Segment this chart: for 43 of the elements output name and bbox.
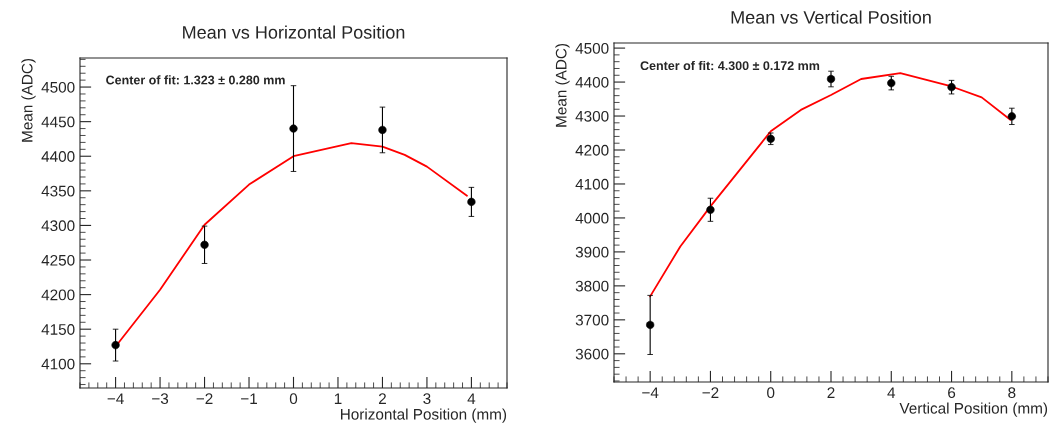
y-tick-label: 4500 [41, 81, 75, 93]
y-tick-label: 3800 [575, 280, 609, 292]
y-tick-label: 4400 [41, 151, 75, 162]
y-tick-label: 4100 [41, 358, 75, 370]
y-tick-label: 4450 [41, 116, 75, 128]
x-tick-label: −2 [196, 393, 213, 404]
y-tick-label: 3900 [575, 246, 609, 258]
annotation: Center of fit: 4.300 ± 0.172 mm [640, 60, 820, 71]
y-tick-label: 4150 [41, 324, 75, 335]
x-tick-label: −4 [642, 387, 659, 398]
chart-title: Mean vs Horizontal Position [183, 25, 405, 39]
x-tick-label: 3 [423, 393, 431, 405]
chart-title: Mean vs Vertical Position [731, 10, 931, 24]
x-axis-title: Vertical Position (mm) [899, 402, 1048, 417]
annotation: Center of fit: 1.323 ± 0.280 mm [106, 75, 285, 85]
y-tick-label: 4200 [41, 289, 75, 301]
y-axis-title: Mean (ADC) [21, 58, 36, 142]
x-tick-label: 2 [378, 393, 386, 404]
x-tick-label: 6 [948, 387, 956, 399]
x-tick-label: 4 [467, 393, 476, 404]
x-tick-label: −2 [702, 387, 719, 398]
y-tick-label: 3600 [575, 348, 609, 360]
x-tick-label: −1 [241, 393, 257, 404]
x-tick-label: 4 [887, 387, 896, 398]
x-tick-label: −3 [152, 393, 169, 405]
y-tick-label: 4350 [41, 185, 75, 197]
y-axis-title: Mean (ADC) [555, 43, 570, 127]
y-tick-label: 3700 [575, 314, 609, 326]
y-tick-label: 4100 [575, 178, 609, 190]
x-tick-label: 1 [334, 393, 342, 404]
x-tick-label: 2 [827, 387, 835, 398]
y-tick-label: 4250 [41, 254, 75, 266]
x-axis-title: Horizontal Position (mm) [341, 408, 507, 423]
y-tick-label: 4200 [575, 144, 609, 156]
y-tick-label: 4300 [575, 110, 609, 122]
y-tick-label: 4400 [575, 76, 609, 88]
x-tick-label: 8 [1008, 387, 1016, 399]
x-tick-label: 0 [289, 393, 298, 405]
y-tick-label: 4500 [575, 42, 609, 54]
y-tick-label: 4300 [41, 220, 75, 232]
x-tick-label: 0 [767, 387, 775, 399]
y-tick-label: 4000 [575, 212, 609, 224]
x-tick-label: −4 [107, 393, 124, 404]
